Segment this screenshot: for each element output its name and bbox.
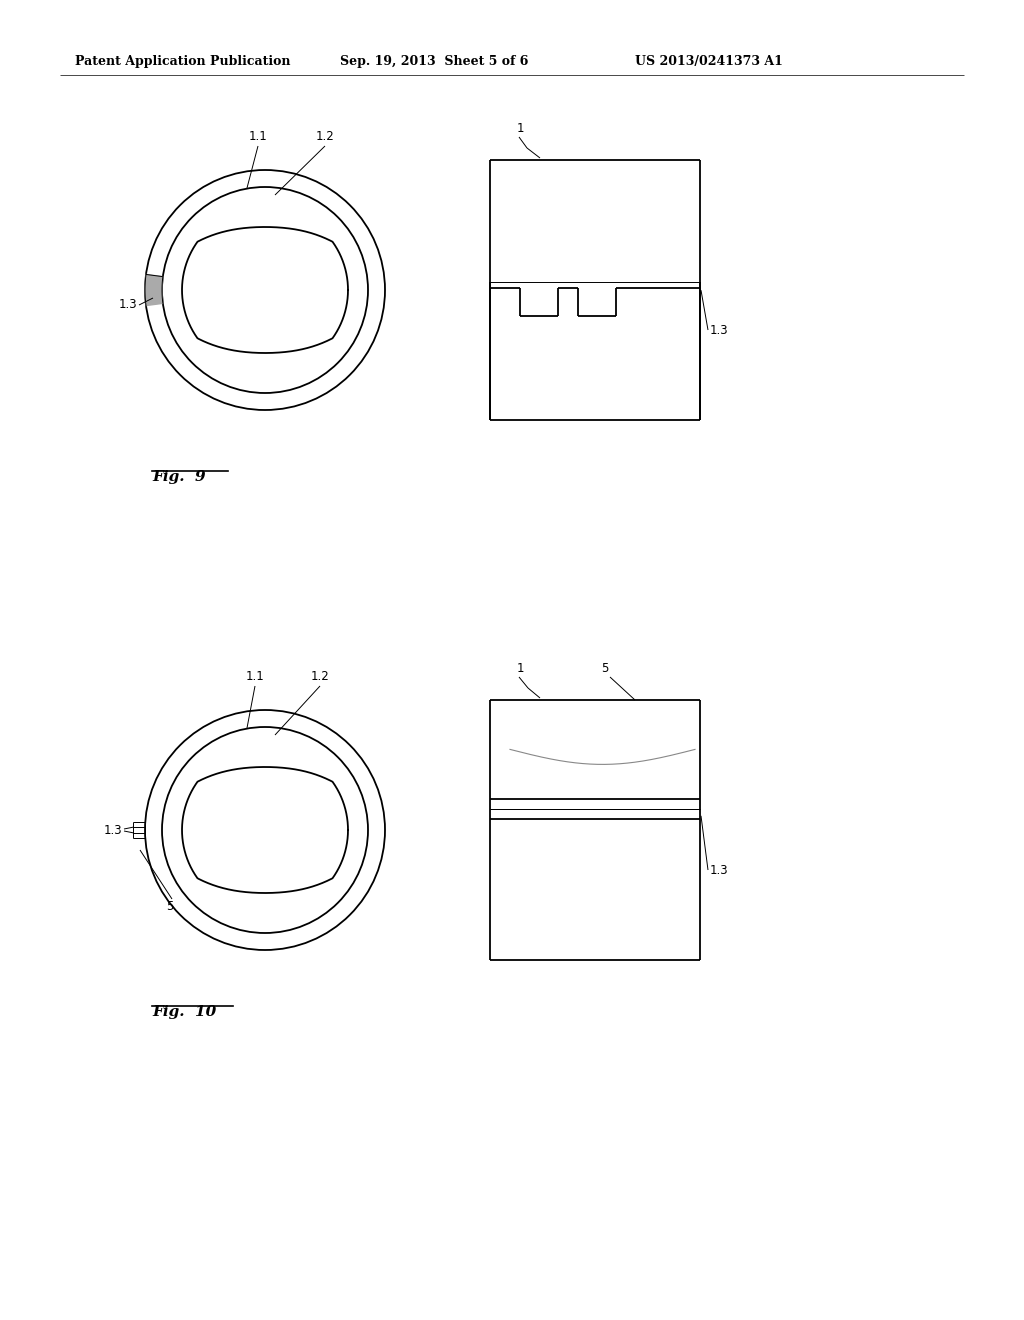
Text: 1.3: 1.3	[103, 824, 122, 837]
Text: 1: 1	[516, 663, 523, 675]
Text: 1.1: 1.1	[249, 129, 267, 143]
Text: 5: 5	[601, 663, 608, 675]
Text: US 2013/0241373 A1: US 2013/0241373 A1	[635, 55, 783, 69]
Text: Sep. 19, 2013  Sheet 5 of 6: Sep. 19, 2013 Sheet 5 of 6	[340, 55, 528, 69]
Text: 1.3: 1.3	[710, 863, 729, 876]
Text: 1.3: 1.3	[119, 298, 137, 312]
Text: Patent Application Publication: Patent Application Publication	[75, 55, 291, 69]
Polygon shape	[145, 275, 163, 305]
Text: Fig.  10: Fig. 10	[152, 1005, 216, 1019]
Text: 1.2: 1.2	[315, 129, 335, 143]
Text: 1.2: 1.2	[310, 671, 330, 682]
Text: Fig.  9: Fig. 9	[152, 470, 206, 484]
Text: 1.1: 1.1	[246, 671, 264, 682]
Text: 1: 1	[516, 121, 523, 135]
Text: 1.3: 1.3	[710, 323, 729, 337]
Text: 5: 5	[166, 900, 174, 913]
